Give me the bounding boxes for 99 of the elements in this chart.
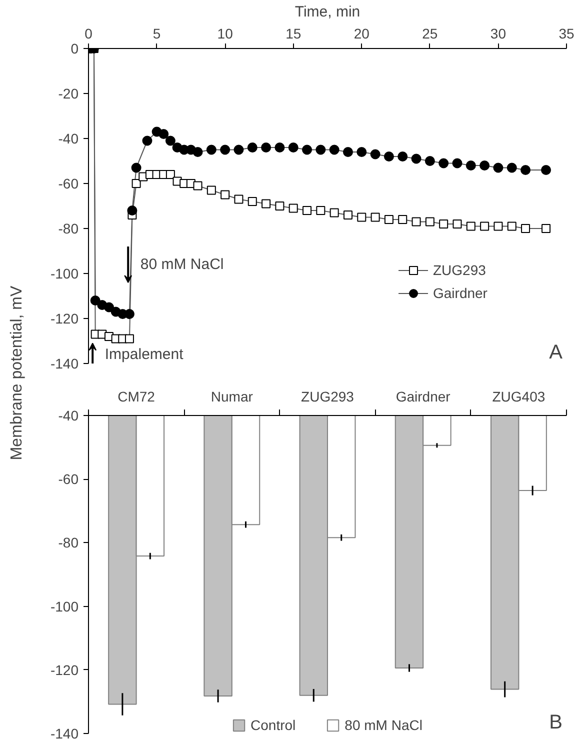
point xyxy=(261,142,272,152)
y-tick-label: -20 xyxy=(58,86,79,102)
point xyxy=(356,147,367,157)
point xyxy=(370,212,380,222)
point xyxy=(302,206,312,215)
y-tick-label: -60 xyxy=(58,176,79,192)
point xyxy=(158,129,169,139)
point xyxy=(398,215,408,224)
legend-label: 80 mM NaCl xyxy=(344,717,422,733)
point xyxy=(343,210,352,220)
point xyxy=(370,149,380,160)
point xyxy=(542,224,551,233)
point xyxy=(316,206,326,215)
x-axis-title: Time, min xyxy=(294,4,360,20)
point xyxy=(206,186,216,195)
x-tick-label: 0 xyxy=(84,26,93,42)
point xyxy=(127,206,138,216)
x-tick-label: 30 xyxy=(490,26,506,42)
y-tick-label: -140 xyxy=(50,726,79,742)
y-tick-label: -120 xyxy=(50,662,79,678)
annotation: 80 mM NaCl xyxy=(140,256,224,273)
x-tick-label: CM72 xyxy=(118,388,156,404)
point xyxy=(411,154,422,164)
point xyxy=(166,170,175,179)
point xyxy=(493,162,504,173)
y-tick-label: 0 xyxy=(70,40,79,56)
x-tick-label: 5 xyxy=(152,26,161,42)
point xyxy=(316,144,326,155)
point xyxy=(329,144,340,155)
legend-label: Gairdner xyxy=(433,285,488,301)
x-tick-label: 10 xyxy=(217,26,234,42)
point xyxy=(234,194,244,204)
x-tick-label: 20 xyxy=(354,26,370,42)
point xyxy=(357,212,366,222)
point xyxy=(424,156,435,166)
annotation: B xyxy=(549,712,563,734)
point xyxy=(520,165,531,175)
point xyxy=(438,158,449,168)
y-tick-label: -100 xyxy=(50,266,79,282)
point xyxy=(142,136,152,146)
point xyxy=(220,190,230,200)
y-tick-label: -40 xyxy=(58,408,79,424)
point xyxy=(384,215,394,224)
point xyxy=(104,302,114,312)
legend-label: Control xyxy=(250,717,296,733)
point xyxy=(425,217,434,226)
x-tick-label: 15 xyxy=(286,26,302,42)
y-tick-label: -60 xyxy=(58,471,79,488)
point xyxy=(288,142,298,152)
point xyxy=(206,144,216,155)
point xyxy=(220,144,230,155)
y-tick-label: -80 xyxy=(58,534,79,551)
x-tick-label: ZUG293 xyxy=(301,388,354,404)
point xyxy=(247,142,258,152)
point xyxy=(124,334,134,344)
point xyxy=(330,208,339,218)
point xyxy=(384,152,394,162)
point xyxy=(541,165,552,175)
point xyxy=(507,222,516,231)
x-tick-label: 35 xyxy=(558,26,574,42)
point xyxy=(480,160,490,170)
point xyxy=(90,296,100,306)
y-tick-label: -120 xyxy=(50,310,79,326)
x-tick-label: ZUG403 xyxy=(492,388,546,404)
point xyxy=(193,181,202,190)
point xyxy=(466,160,476,170)
x-tick-label: 25 xyxy=(422,26,438,42)
point xyxy=(274,142,285,152)
x-tick-label: Gairdner xyxy=(396,388,451,404)
y-tick-label: -140 xyxy=(50,356,79,372)
point xyxy=(494,222,503,231)
y-tick-label: -100 xyxy=(50,598,79,614)
point xyxy=(302,144,312,155)
point xyxy=(262,199,271,208)
x-tick-label: Numar xyxy=(210,388,254,404)
point xyxy=(452,220,462,228)
legend-label: ZUG293 xyxy=(433,262,486,278)
point xyxy=(480,222,490,231)
point xyxy=(412,217,421,226)
point xyxy=(521,224,530,233)
point xyxy=(452,158,462,168)
y-tick-label: -40 xyxy=(58,130,79,146)
point xyxy=(288,204,298,213)
point xyxy=(506,162,517,173)
point xyxy=(466,222,476,231)
annotation: A xyxy=(549,342,564,364)
point xyxy=(342,147,353,157)
point xyxy=(439,220,448,228)
point xyxy=(132,179,141,188)
point xyxy=(165,136,176,146)
y-tick-label: -80 xyxy=(58,220,79,236)
point xyxy=(275,202,284,210)
point xyxy=(192,147,203,157)
point xyxy=(234,144,244,155)
point xyxy=(131,162,142,173)
point xyxy=(398,152,408,162)
point xyxy=(248,197,257,206)
annotation: Impalement xyxy=(104,346,184,363)
y-axis-title: Membrane potential, mV xyxy=(8,286,26,460)
